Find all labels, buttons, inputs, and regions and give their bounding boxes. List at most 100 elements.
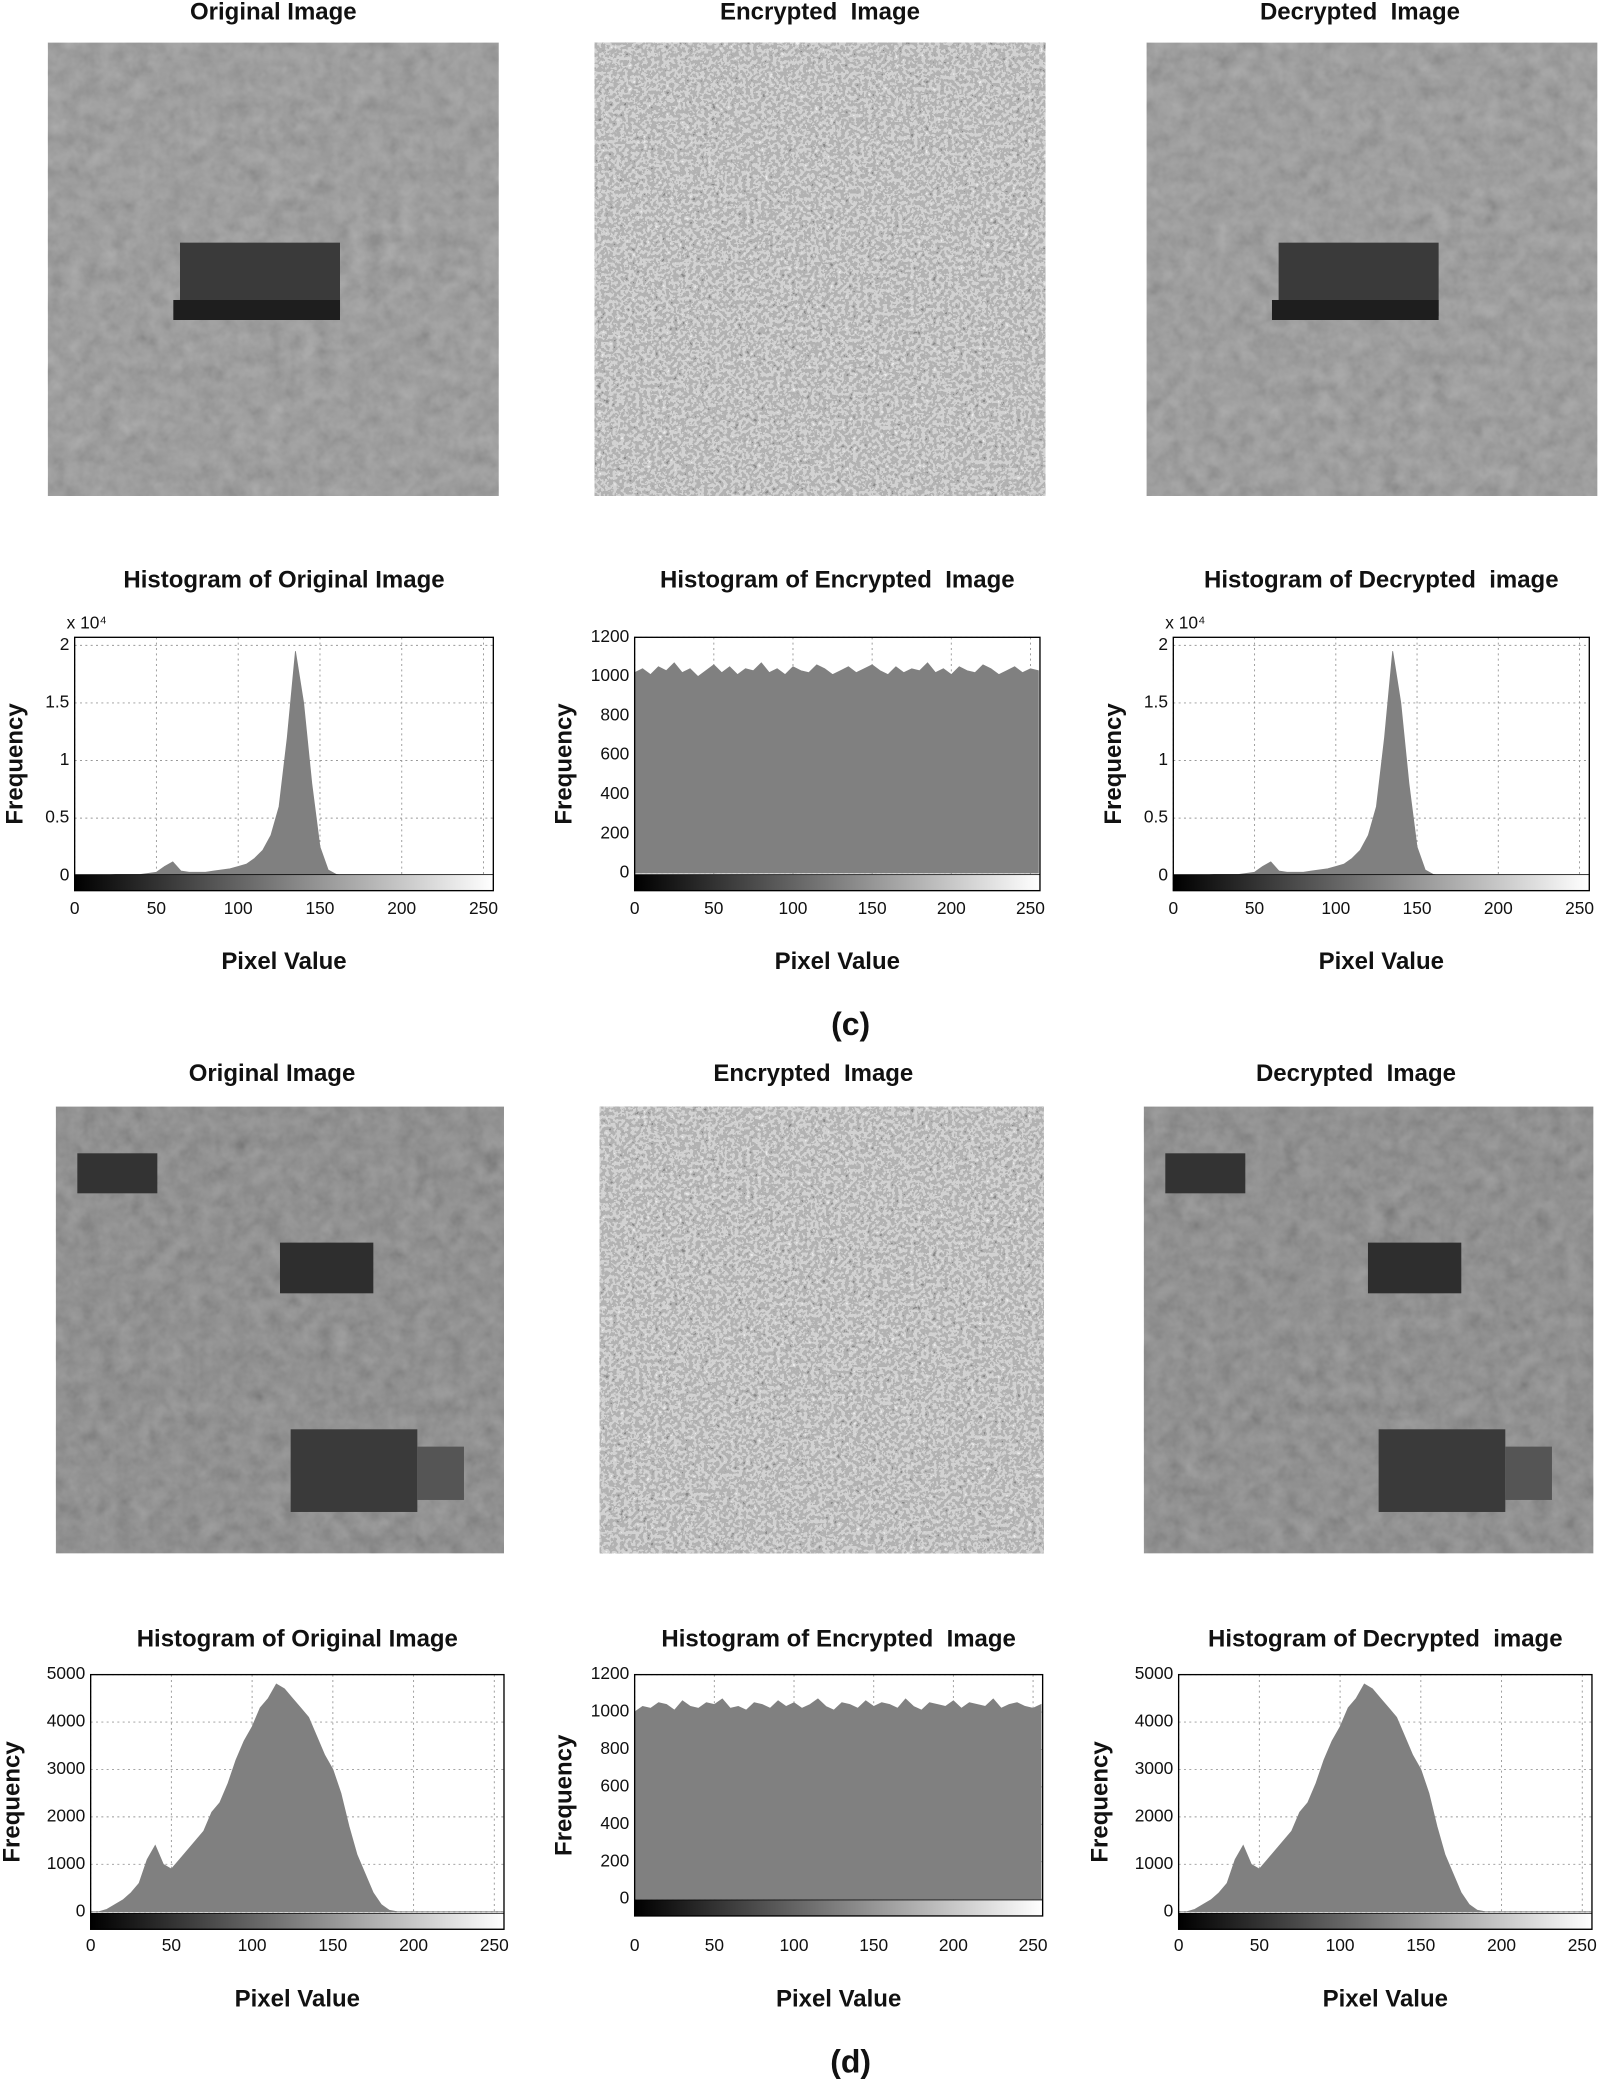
y-tick-label: 1 <box>60 749 70 769</box>
image-original <box>55 1106 504 1554</box>
x-tick-label: 100 <box>779 898 808 918</box>
y-tick-label: 200 <box>600 822 629 842</box>
y-tick-label: 0 <box>620 1888 630 1908</box>
y-tick-label: 0 <box>1158 864 1168 884</box>
image-encrypted <box>594 42 1046 496</box>
x-tick-label: 0 <box>86 1935 96 1955</box>
x-axis-label: Pixel Value <box>235 1985 360 2012</box>
x-tick-label: 50 <box>1245 898 1264 918</box>
histogram-area <box>634 662 1039 874</box>
x-tick-label: 250 <box>1016 898 1045 918</box>
x-tick-label: 150 <box>858 898 887 918</box>
histogram-area <box>634 1698 1042 1900</box>
y-tick-label: 3000 <box>47 1758 86 1778</box>
y-tick-label: 1000 <box>47 1853 86 1873</box>
colorbar <box>634 874 1041 892</box>
x-tick-label: 0 <box>630 1935 640 1955</box>
axes-frame <box>633 636 1041 892</box>
x-axis-label: Pixel Value <box>1319 948 1444 975</box>
x-tick-label: 250 <box>1019 1935 1048 1955</box>
y-tick-label: 0 <box>1164 1900 1174 1920</box>
image-title: Encrypted Image <box>713 1060 913 1087</box>
image-decrypted <box>1146 42 1598 496</box>
image-title: Original Image <box>190 0 357 26</box>
chart-title: Histogram of Original Image <box>137 1625 458 1652</box>
y-tick-label: 0 <box>620 862 630 882</box>
x-tick-label: 0 <box>70 898 80 918</box>
x-tick-label: 200 <box>1487 1935 1516 1955</box>
image-title: Decrypted Image <box>1256 1060 1456 1087</box>
x-tick-label: 150 <box>1403 898 1432 918</box>
x-axis-label: Pixel Value <box>221 948 346 975</box>
x-axis-label: Pixel Value <box>775 948 900 975</box>
image-title: Encrypted Image <box>720 0 920 26</box>
colorbar <box>634 1899 1044 1917</box>
x-tick-label: 100 <box>1321 898 1350 918</box>
y-tick-label: 2000 <box>47 1805 86 1825</box>
chart-title: Histogram of Encrypted Image <box>660 567 1015 594</box>
y-tick-label: 600 <box>600 1775 629 1795</box>
y-tick-label: 1.5 <box>1144 692 1168 712</box>
x-tick-label: 250 <box>469 898 498 918</box>
x-tick-label: 100 <box>780 1935 809 1955</box>
y-tick-label: 800 <box>600 1738 629 1758</box>
y-tick-label: 0 <box>76 1900 86 1920</box>
y-tick-label: 600 <box>600 744 629 764</box>
x-tick-label: 0 <box>1174 1935 1184 1955</box>
x-tick-label: 0 <box>1168 898 1178 918</box>
y-axis-label: Frequency <box>551 1734 578 1856</box>
axes-frame <box>1177 1673 1593 1930</box>
chart-title: Histogram of Encrypted Image <box>661 1625 1016 1652</box>
x-tick-label: 50 <box>147 898 166 918</box>
x-tick-label: 0 <box>630 898 640 918</box>
y-axis-label: Frequency <box>1087 1741 1114 1863</box>
x-tick-label: 200 <box>387 898 416 918</box>
x-tick-label: 200 <box>399 1935 428 1955</box>
axes-frame <box>73 636 494 892</box>
y-tick-label: 2 <box>60 634 70 654</box>
histogram-area <box>90 1683 503 1913</box>
x-tick-label: 100 <box>1326 1935 1355 1955</box>
x-tick-label: 150 <box>859 1935 888 1955</box>
chart-title: Histogram of Decrypted image <box>1208 1625 1563 1652</box>
y-tick-label: 4000 <box>1135 1711 1174 1731</box>
x-tick-label: 50 <box>705 1935 724 1955</box>
x-tick-label: 200 <box>1484 898 1513 918</box>
x-tick-label: 100 <box>238 1935 267 1955</box>
x-tick-label: 150 <box>318 1935 347 1955</box>
y-tick-label: 0.5 <box>45 807 69 827</box>
colorbar <box>90 1912 505 1930</box>
x-tick-label: 200 <box>939 1935 968 1955</box>
y-tick-label: 0 <box>60 864 70 884</box>
y-tick-label: 2000 <box>1135 1805 1174 1825</box>
y-axis-label: Frequency <box>0 1741 26 1863</box>
panel-label: (c) <box>831 1006 870 1042</box>
y-tick-label: 1000 <box>1135 1853 1174 1873</box>
y-tick-label: 5000 <box>47 1663 86 1683</box>
y-tick-label: 1200 <box>591 1663 630 1683</box>
x-tick-label: 150 <box>1406 1935 1435 1955</box>
x-tick-label: 50 <box>162 1935 181 1955</box>
x-tick-label: 250 <box>480 1935 509 1955</box>
x-tick-label: 200 <box>937 898 966 918</box>
colorbar <box>74 874 494 892</box>
y-axis-label: Frequency <box>551 703 578 825</box>
y-tick-label: 1000 <box>591 1701 630 1721</box>
x-tick-label: 250 <box>1565 898 1594 918</box>
colorbar <box>1178 1912 1593 1930</box>
y-axis-label: Frequency <box>1 703 28 825</box>
y-tick-label: 1200 <box>591 626 630 646</box>
y-tick-label: 1000 <box>591 665 630 685</box>
x-tick-label: 150 <box>306 898 335 918</box>
axes-frame <box>633 1673 1044 1917</box>
axes-frame <box>1172 636 1590 892</box>
x-tick-label: 250 <box>1568 1935 1597 1955</box>
y-tick-label: 1 <box>1158 749 1168 769</box>
y-tick-label: 400 <box>600 783 629 803</box>
y-tick-label: 200 <box>600 1850 629 1870</box>
image-encrypted <box>599 1106 1044 1554</box>
y-scale-label: x 10⁴ <box>1165 613 1205 633</box>
x-tick-label: 50 <box>1250 1935 1269 1955</box>
